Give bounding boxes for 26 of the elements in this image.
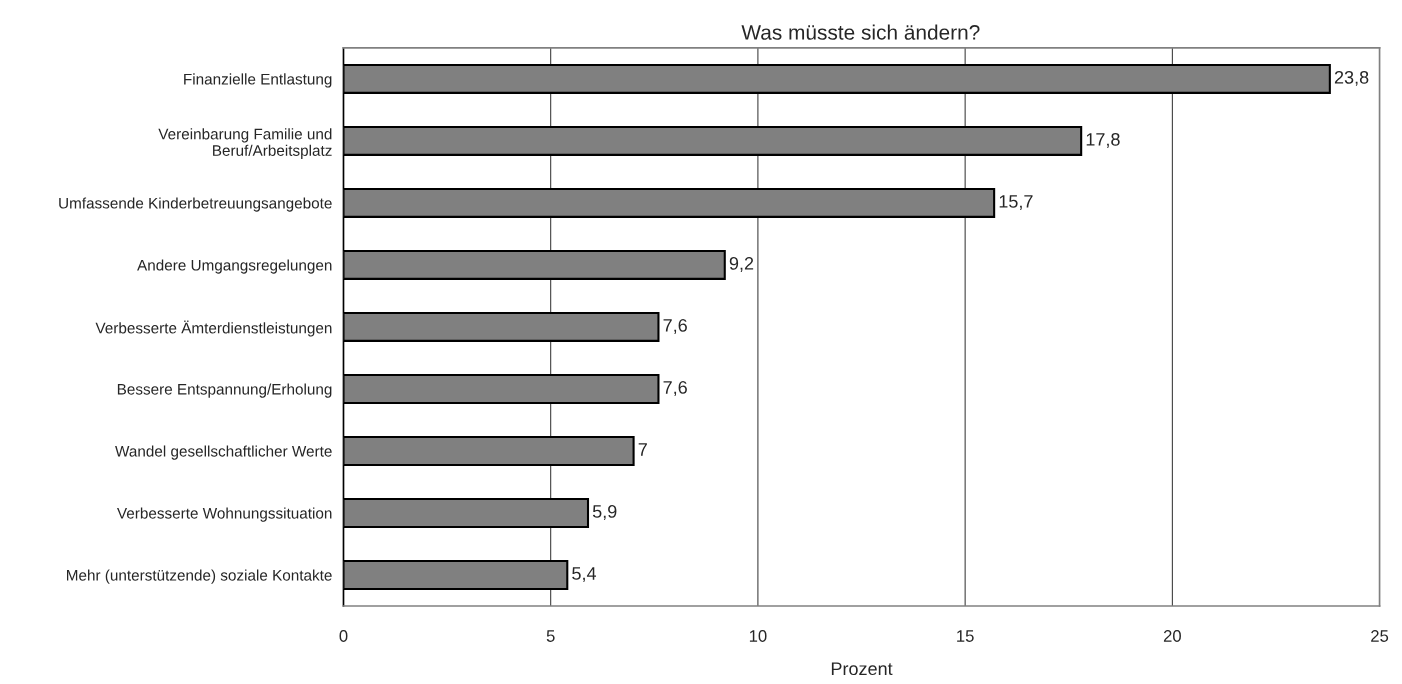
- data-label: 5,9: [592, 505, 617, 520]
- y-tick-label: Verbesserte Wohnungssituation: [117, 507, 332, 522]
- data-label: 5,4: [572, 567, 597, 582]
- y-tick-label: Finanzielle Entlastung: [184, 73, 332, 88]
- data-label: 7,6: [663, 381, 687, 396]
- data-label: 17,8: [1086, 132, 1120, 148]
- chart-title: Was müsste sich ändern?: [741, 24, 980, 40]
- x-tick-label: 10: [749, 630, 767, 642]
- y-tick-label: Vereinbarung Familie und Beruf/Arbeitsplatz: [158, 128, 332, 159]
- x-axis-title: Prozent: [831, 662, 893, 676]
- data-label: 7,6: [663, 319, 687, 334]
- y-tick-label: Bessere Entspannung/Erholung: [117, 383, 332, 398]
- x-tick-label: 25: [1371, 630, 1389, 642]
- x-tick-label: 5: [546, 630, 555, 642]
- data-label: 7: [638, 443, 647, 456]
- y-tick-label: Mehr (unterstützende) soziale Kontakte: [67, 569, 332, 584]
- y-tick-label: Verbesserte Ämterdienstleistungen: [95, 320, 332, 337]
- data-label: 23,8: [1334, 70, 1369, 86]
- data-label: 9,2: [729, 257, 754, 272]
- y-tick-label: Wandel gesellschaftlicher Werte: [115, 445, 332, 460]
- x-tick-label: 0: [339, 630, 348, 642]
- x-tick-label: 20: [1163, 630, 1181, 642]
- x-tick-label: 15: [957, 630, 974, 642]
- data-label: 15,7: [999, 195, 1033, 210]
- y-tick-label: Umfassende Kinderbetreuungsangebote: [59, 197, 332, 212]
- y-tick-label: Andere Umgangsregelungen: [137, 259, 332, 274]
